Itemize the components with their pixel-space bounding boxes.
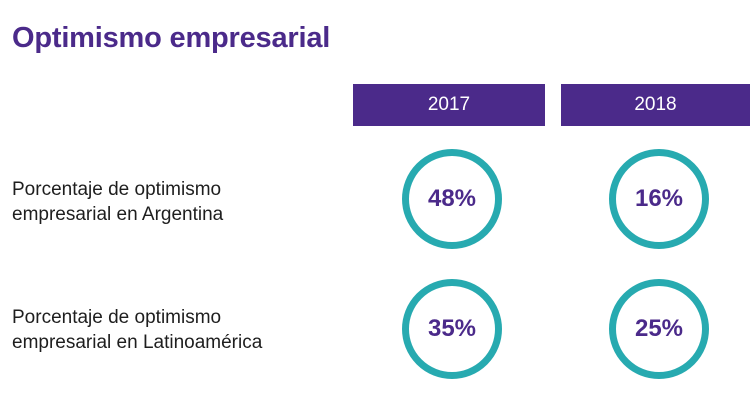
value-circle-argentina-2017: 48% xyxy=(402,149,502,249)
value-text: 25% xyxy=(634,315,684,342)
row-label-argentina: Porcentaje de optimismo empresarial en A… xyxy=(12,179,224,225)
value-circle-argentina-2018: 16% xyxy=(609,149,709,249)
column-header-2018: 2018 xyxy=(561,84,750,126)
page-title: Optimismo empresarial xyxy=(12,22,331,54)
row-label-latinoamerica: Porcentaje de optimismo empresarial en L… xyxy=(12,307,263,353)
value-circle-latinoamerica-2017: 35% xyxy=(402,279,502,379)
value-circle-latinoamerica-2018: 25% xyxy=(609,279,709,379)
value-text: 35% xyxy=(427,315,477,342)
value-text: 48% xyxy=(427,185,477,212)
column-header-2017: 2017 xyxy=(353,84,545,126)
value-text: 16% xyxy=(634,185,684,212)
